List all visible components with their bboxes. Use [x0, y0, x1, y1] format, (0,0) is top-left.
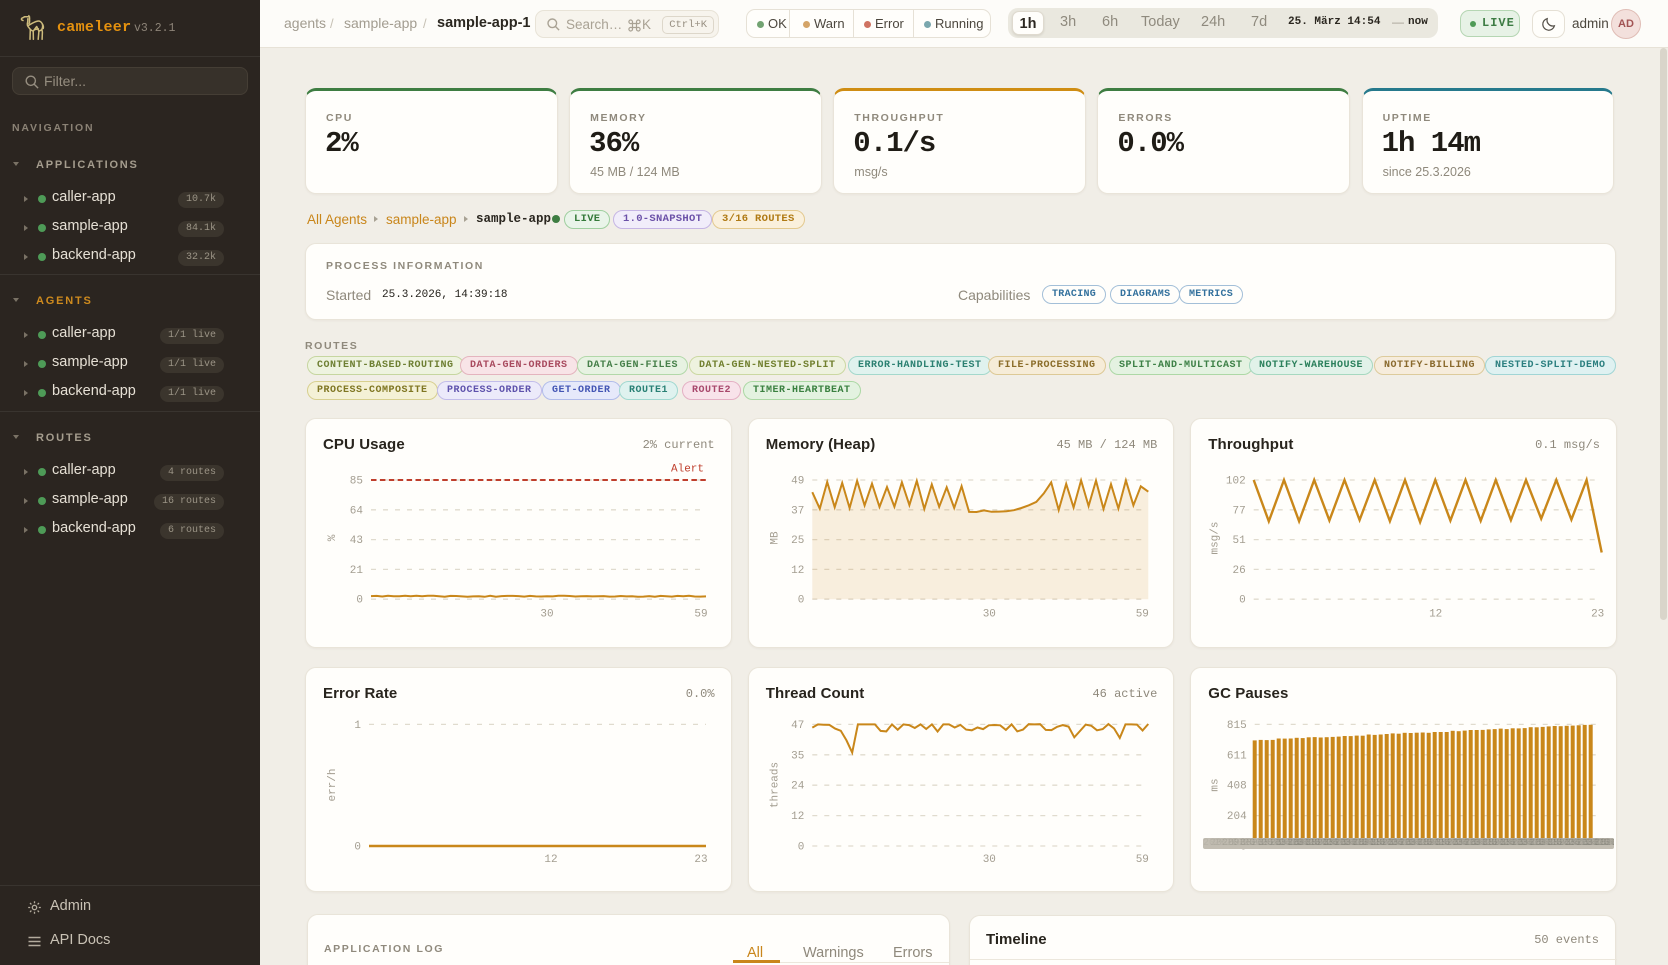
- svg-text:0: 0: [797, 841, 804, 853]
- svg-text:47: 47: [791, 720, 804, 732]
- svg-text:37: 37: [791, 505, 804, 517]
- svg-text:1: 1: [354, 720, 361, 732]
- svg-text:77: 77: [1233, 505, 1246, 517]
- svg-text:msg/s: msg/s: [1210, 522, 1222, 555]
- svg-text:0: 0: [797, 595, 804, 607]
- svg-text:59: 59: [1135, 608, 1148, 620]
- svg-text:51: 51: [1233, 535, 1247, 547]
- svg-text:24: 24: [791, 781, 805, 793]
- svg-text:408: 408: [1227, 781, 1247, 793]
- svg-text:ms: ms: [1210, 778, 1222, 791]
- svg-text:12: 12: [1429, 608, 1442, 620]
- svg-text:815: 815: [1227, 720, 1247, 732]
- svg-text:MB: MB: [769, 531, 781, 545]
- svg-text:%: %: [327, 534, 339, 541]
- svg-text:12: 12: [791, 811, 804, 823]
- svg-text:204: 204: [1227, 811, 1247, 823]
- svg-text:64: 64: [350, 505, 364, 517]
- svg-text:0: 0: [356, 595, 363, 607]
- svg-text:12: 12: [544, 854, 557, 866]
- svg-text:12: 12: [791, 565, 804, 577]
- svg-text:85: 85: [350, 476, 363, 488]
- svg-text:21: 21: [350, 565, 364, 577]
- svg-text:49: 49: [791, 476, 804, 488]
- svg-text:30: 30: [982, 608, 995, 620]
- svg-text:Alert: Alert: [671, 464, 704, 476]
- svg-text:611: 611: [1227, 750, 1247, 762]
- svg-text:0: 0: [354, 841, 361, 853]
- svg-text:err/h: err/h: [327, 769, 339, 802]
- svg-text:threads: threads: [769, 762, 781, 808]
- svg-text:25: 25: [791, 535, 804, 547]
- svg-text:26: 26: [1233, 565, 1246, 577]
- svg-text:30: 30: [540, 608, 553, 620]
- svg-text:0: 0: [1239, 595, 1246, 607]
- svg-text:59: 59: [1135, 854, 1148, 866]
- svg-text:43: 43: [350, 535, 363, 547]
- svg-text:35: 35: [791, 750, 804, 762]
- svg-text:23: 23: [694, 854, 707, 866]
- svg-text:30: 30: [982, 854, 995, 866]
- svg-text:102: 102: [1226, 476, 1246, 488]
- svg-text:59: 59: [694, 608, 707, 620]
- svg-text:23: 23: [1591, 608, 1604, 620]
